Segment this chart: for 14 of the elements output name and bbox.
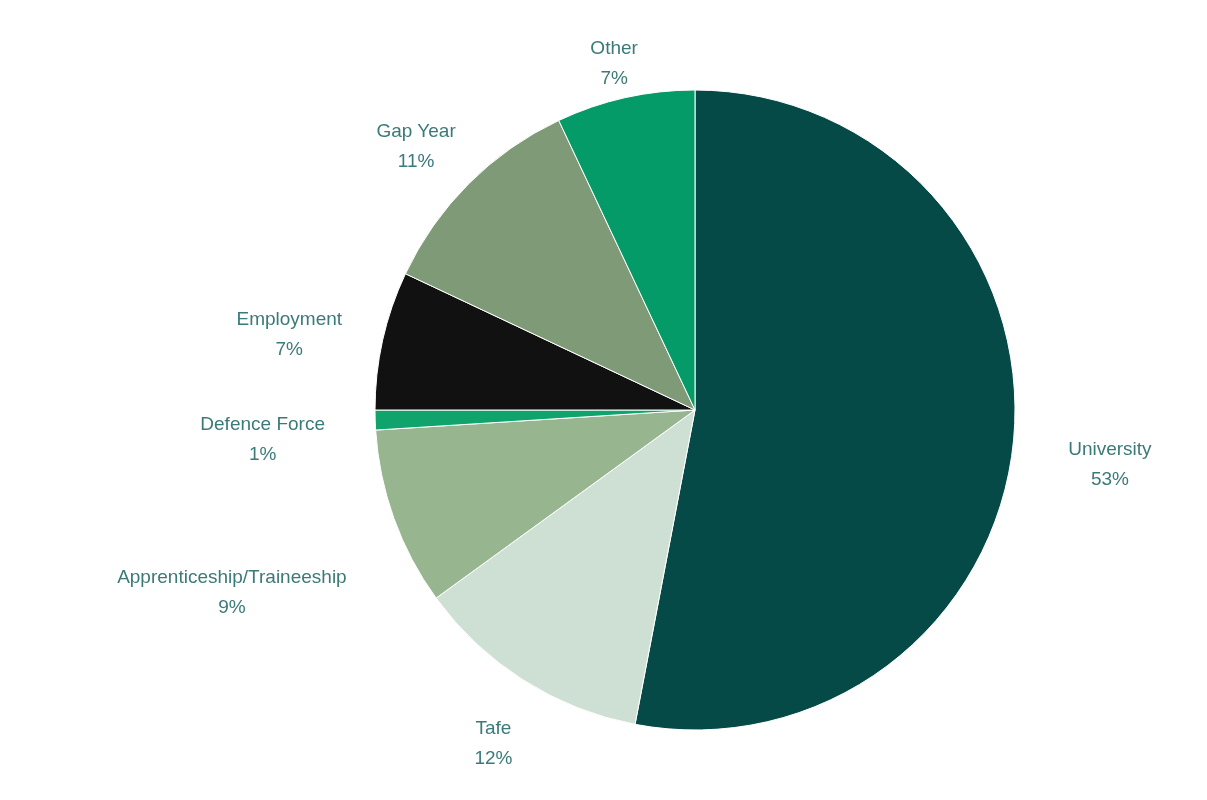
- data-label: 53%: [1090, 468, 1130, 490]
- data-label: 12%: [474, 746, 513, 768]
- slice-label: Apprenticeship/Traineeship: [117, 565, 347, 587]
- data-label: 7%: [275, 338, 304, 360]
- slice-label: Other: [590, 37, 639, 59]
- data-label: 9%: [218, 595, 246, 617]
- slice-label: University: [1068, 438, 1153, 460]
- slice-label: Tafe: [475, 716, 512, 738]
- slice-label: Defence Force: [200, 412, 325, 434]
- data-label: 7%: [600, 67, 628, 89]
- slice-label: Gap Year: [376, 120, 457, 142]
- data-label: 11%: [397, 150, 435, 172]
- data-label: 1%: [248, 442, 277, 464]
- slice-label: Employment: [236, 308, 343, 330]
